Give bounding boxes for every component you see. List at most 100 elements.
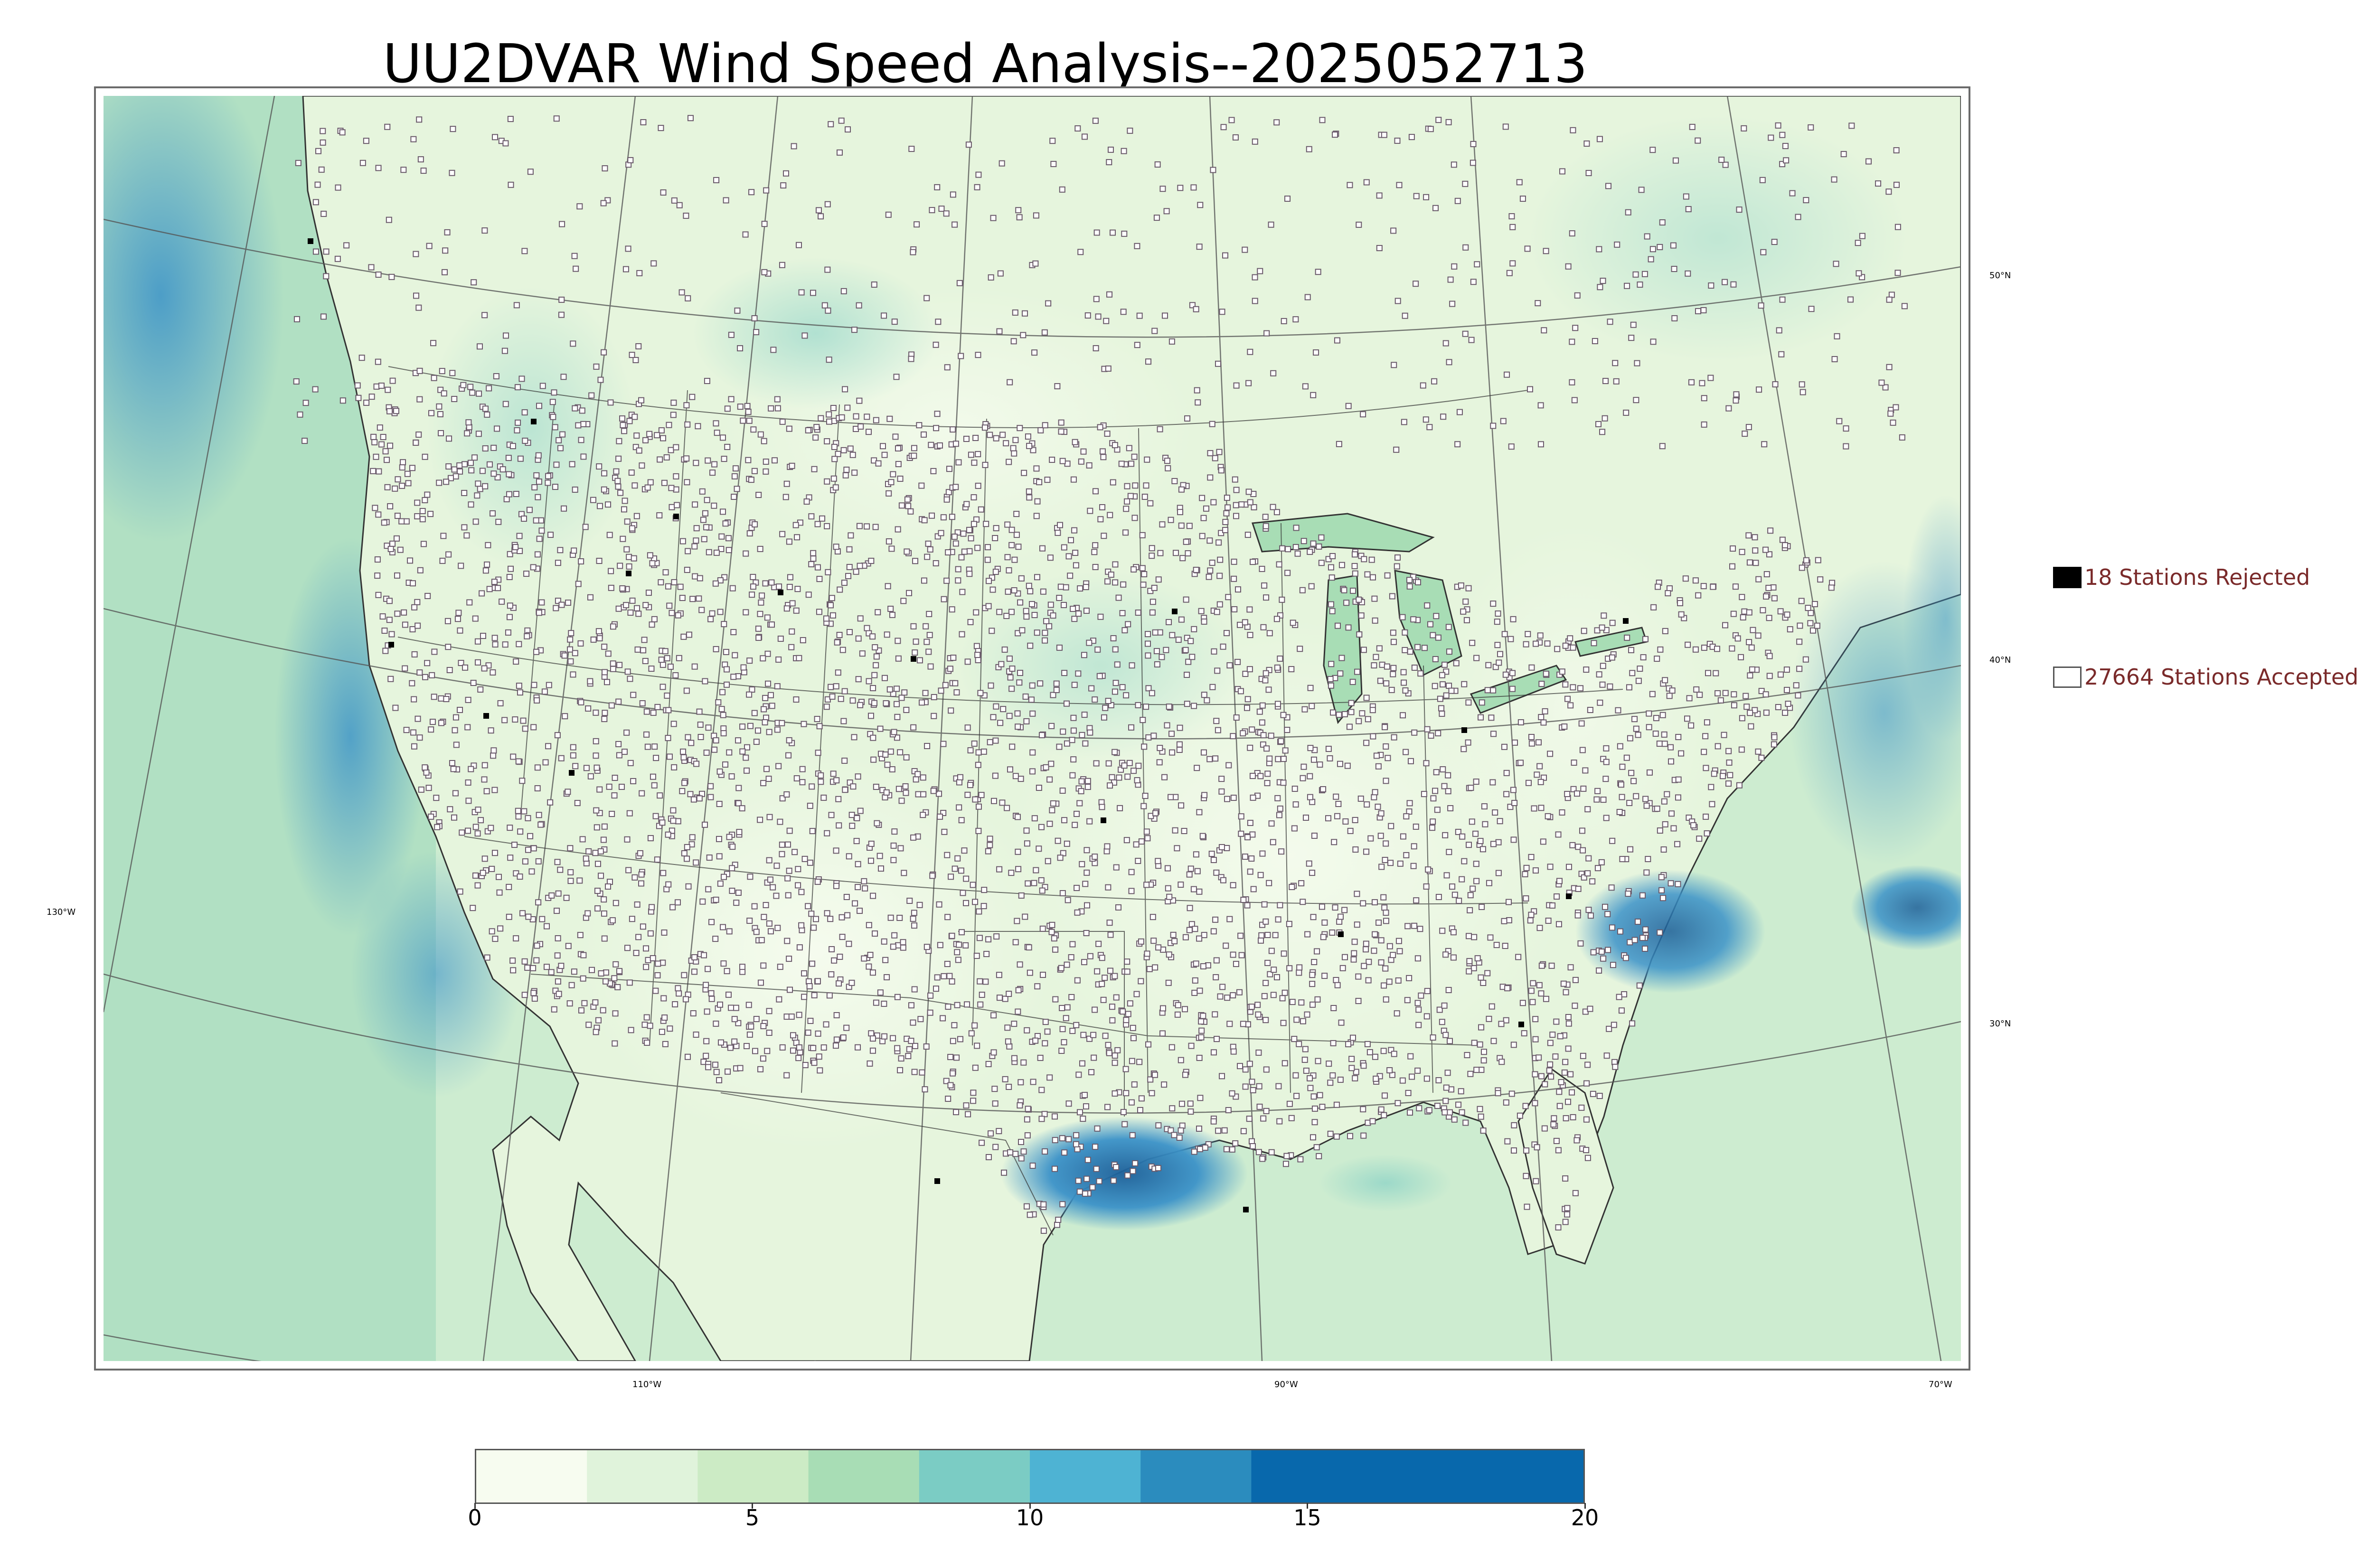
station-accepted bbox=[760, 780, 767, 787]
station-accepted bbox=[1758, 688, 1765, 695]
station-accepted bbox=[1325, 815, 1332, 822]
station-accepted bbox=[725, 1068, 731, 1075]
station-accepted bbox=[1430, 818, 1436, 825]
station-accepted bbox=[1334, 982, 1341, 988]
station-accepted bbox=[1587, 1005, 1593, 1012]
station-accepted bbox=[777, 635, 784, 642]
station-accepted bbox=[1660, 846, 1667, 853]
station-accepted bbox=[1140, 717, 1146, 723]
station-accepted bbox=[791, 143, 797, 150]
station-accepted bbox=[864, 413, 870, 420]
station-accepted bbox=[946, 466, 952, 472]
station-accepted bbox=[1009, 743, 1016, 750]
station-accepted bbox=[1410, 616, 1417, 623]
station-accepted bbox=[1281, 318, 1287, 324]
station-accepted bbox=[606, 532, 613, 538]
station-accepted bbox=[1729, 563, 1736, 570]
station-accepted bbox=[1746, 559, 1753, 566]
station-accepted bbox=[1633, 397, 1639, 404]
station-accepted bbox=[1541, 1125, 1548, 1132]
station-accepted bbox=[579, 836, 586, 843]
station-accepted bbox=[386, 408, 393, 414]
station-accepted bbox=[1100, 996, 1107, 1003]
station-accepted bbox=[1843, 425, 1849, 432]
station-accepted bbox=[1244, 532, 1251, 538]
station-accepted bbox=[958, 353, 964, 359]
station-accepted bbox=[620, 422, 626, 429]
station-accepted bbox=[1456, 409, 1463, 415]
station-accepted bbox=[1224, 495, 1230, 501]
station-accepted bbox=[783, 480, 790, 487]
station-accepted bbox=[476, 343, 483, 350]
station-accepted bbox=[918, 482, 925, 489]
station-accepted bbox=[670, 412, 677, 418]
station-accepted bbox=[1242, 246, 1248, 253]
station-accepted bbox=[793, 775, 800, 782]
station-accepted bbox=[384, 123, 391, 130]
station-accepted bbox=[1534, 1144, 1540, 1151]
station-accepted bbox=[1503, 770, 1510, 776]
station-accepted bbox=[819, 515, 826, 522]
station-accepted bbox=[954, 855, 961, 862]
station-accepted bbox=[596, 503, 603, 509]
station-accepted bbox=[1591, 640, 1597, 647]
station-accepted bbox=[815, 207, 822, 214]
station-accepted bbox=[1011, 450, 1017, 457]
station-accepted bbox=[775, 656, 782, 663]
station-accepted bbox=[597, 376, 604, 383]
station-accepted bbox=[1263, 330, 1270, 337]
station-accepted bbox=[881, 1000, 887, 1007]
station-accepted bbox=[375, 272, 382, 278]
station-accepted bbox=[445, 551, 452, 558]
station-accepted bbox=[1507, 804, 1514, 810]
station-accepted bbox=[1156, 759, 1163, 766]
station-accepted bbox=[1635, 677, 1642, 684]
station-accepted bbox=[704, 377, 710, 384]
station-accepted bbox=[1688, 379, 1695, 385]
station-accepted bbox=[864, 523, 870, 530]
station-accepted bbox=[394, 513, 401, 519]
station-accepted bbox=[1116, 774, 1122, 781]
station-accepted bbox=[510, 753, 517, 760]
station-accepted bbox=[762, 695, 769, 701]
station-accepted bbox=[1631, 937, 1638, 943]
station-accepted bbox=[375, 358, 381, 365]
station-accepted bbox=[381, 519, 387, 526]
station-accepted bbox=[1145, 652, 1151, 659]
station-accepted bbox=[1671, 266, 1677, 272]
station-rejected bbox=[778, 590, 783, 595]
station-accepted bbox=[1709, 801, 1715, 807]
station-accepted bbox=[1237, 1063, 1244, 1070]
station-accepted bbox=[1448, 687, 1455, 694]
station-accepted bbox=[1044, 477, 1051, 483]
station-accepted bbox=[1008, 609, 1015, 615]
station-accepted bbox=[1530, 980, 1536, 986]
station-accepted bbox=[1607, 683, 1613, 690]
station-accepted bbox=[419, 516, 426, 523]
station-accepted bbox=[430, 340, 437, 347]
station-accepted bbox=[1015, 590, 1021, 597]
station-accepted bbox=[1413, 281, 1419, 287]
station-accepted bbox=[1145, 358, 1152, 365]
station-accepted bbox=[1031, 815, 1038, 822]
station-accepted bbox=[1817, 576, 1824, 583]
station-accepted bbox=[458, 660, 464, 667]
station-accepted bbox=[1006, 713, 1013, 719]
station-accepted bbox=[891, 828, 898, 835]
station-accepted bbox=[1141, 493, 1148, 500]
station-accepted bbox=[1292, 801, 1299, 808]
station-accepted bbox=[494, 425, 500, 432]
station-accepted bbox=[535, 452, 542, 459]
station-accepted bbox=[1510, 1042, 1517, 1048]
station-accepted bbox=[1855, 240, 1861, 246]
station-accepted bbox=[1575, 844, 1582, 850]
station-accepted bbox=[1383, 840, 1389, 847]
station-accepted bbox=[941, 828, 948, 835]
station-accepted bbox=[474, 638, 481, 645]
station-accepted bbox=[1107, 146, 1114, 153]
station-accepted bbox=[1039, 887, 1046, 894]
station-accepted bbox=[761, 706, 767, 713]
station-accepted bbox=[679, 595, 686, 601]
station-accepted bbox=[731, 493, 737, 500]
station-accepted bbox=[1256, 708, 1263, 715]
